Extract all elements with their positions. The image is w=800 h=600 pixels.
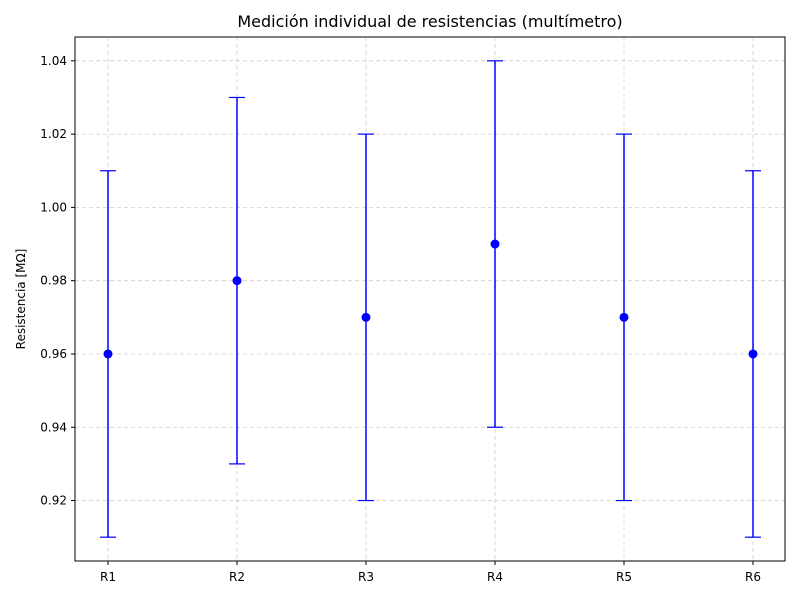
x-tick-label: R6 bbox=[745, 570, 761, 584]
grid-lines bbox=[75, 37, 785, 561]
data-series bbox=[100, 60, 761, 538]
data-point-r4 bbox=[490, 239, 500, 249]
y-tick-label: 1.02 bbox=[40, 127, 67, 141]
x-tick-label: R1 bbox=[100, 570, 116, 584]
x-tick-label: R5 bbox=[616, 570, 632, 584]
axis-ticks: R1 R2 R3 R4 R5 R6 0.92 0.94 0.96 0.98 1.00 1.02 1.04 bbox=[40, 54, 761, 584]
chart-title: Medición individual de resistencias (mul… bbox=[237, 12, 622, 31]
y-tick-label: 0.98 bbox=[40, 274, 67, 288]
y-tick-label: 0.92 bbox=[40, 494, 67, 508]
data-point-r2 bbox=[232, 276, 242, 286]
x-tick-label: R2 bbox=[229, 570, 245, 584]
data-point-r1 bbox=[103, 349, 113, 359]
x-tick-label: R3 bbox=[358, 570, 374, 584]
y-axis-label: Resistencia [MΩ] bbox=[14, 249, 28, 350]
y-tick-label: 0.96 bbox=[40, 347, 67, 361]
data-point-r3 bbox=[361, 312, 371, 322]
y-tick-label: 1.00 bbox=[40, 200, 67, 214]
data-point-r5 bbox=[619, 312, 629, 322]
y-tick-label: 1.04 bbox=[40, 54, 67, 68]
data-point-r6 bbox=[748, 349, 758, 359]
y-tick-label: 0.94 bbox=[40, 420, 67, 434]
plot-frame bbox=[74, 36, 786, 562]
x-tick-label: R4 bbox=[487, 570, 503, 584]
